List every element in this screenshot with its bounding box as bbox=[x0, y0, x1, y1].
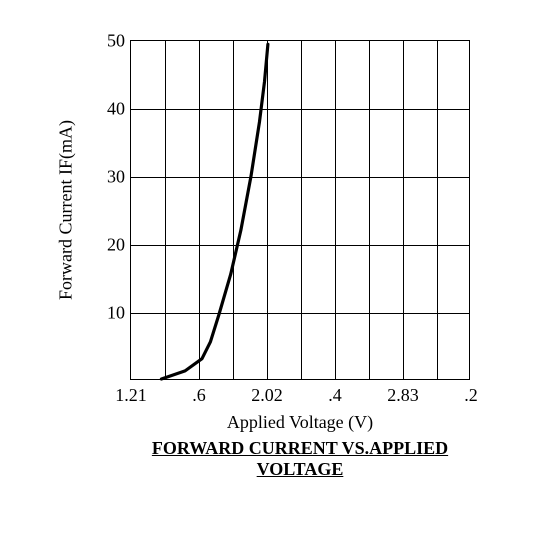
y-axis-label: Forward Current IF(mA) bbox=[56, 120, 77, 300]
y-tick-label: 20 bbox=[107, 235, 131, 256]
gridline-vertical bbox=[369, 41, 370, 379]
y-tick-label: 30 bbox=[107, 167, 131, 188]
gridline-vertical bbox=[199, 41, 200, 379]
gridline-vertical bbox=[233, 41, 234, 379]
gridline-horizontal bbox=[131, 245, 469, 246]
iv-chart: Forward Current IF(mA) 10203040501.21.62… bbox=[50, 30, 490, 510]
x-tick-label: .6 bbox=[192, 379, 206, 406]
y-tick-label: 10 bbox=[107, 303, 131, 324]
plot-area: 10203040501.21.62.02.42.83.2 bbox=[130, 40, 470, 380]
gridline-vertical bbox=[403, 41, 404, 379]
x-tick-label: 1.21 bbox=[115, 379, 147, 406]
gridline-vertical bbox=[267, 41, 268, 379]
x-tick-label: 2.02 bbox=[251, 379, 283, 406]
gridline-vertical bbox=[335, 41, 336, 379]
chart-title: FORWARD CURRENT VS.APPLIED VOLTAGE bbox=[130, 438, 470, 480]
gridline-horizontal bbox=[131, 109, 469, 110]
gridline-horizontal bbox=[131, 313, 469, 314]
x-tick-label: 2.83 bbox=[387, 379, 419, 406]
x-axis-label: Applied Voltage (V) bbox=[130, 412, 470, 433]
y-tick-label: 50 bbox=[107, 31, 131, 52]
x-tick-label: .2 bbox=[464, 379, 478, 406]
gridline-vertical bbox=[437, 41, 438, 379]
y-tick-label: 40 bbox=[107, 99, 131, 120]
gridline-horizontal bbox=[131, 177, 469, 178]
gridline-vertical bbox=[165, 41, 166, 379]
x-tick-label: .4 bbox=[328, 379, 342, 406]
gridline-vertical bbox=[301, 41, 302, 379]
iv-curve bbox=[131, 41, 469, 379]
